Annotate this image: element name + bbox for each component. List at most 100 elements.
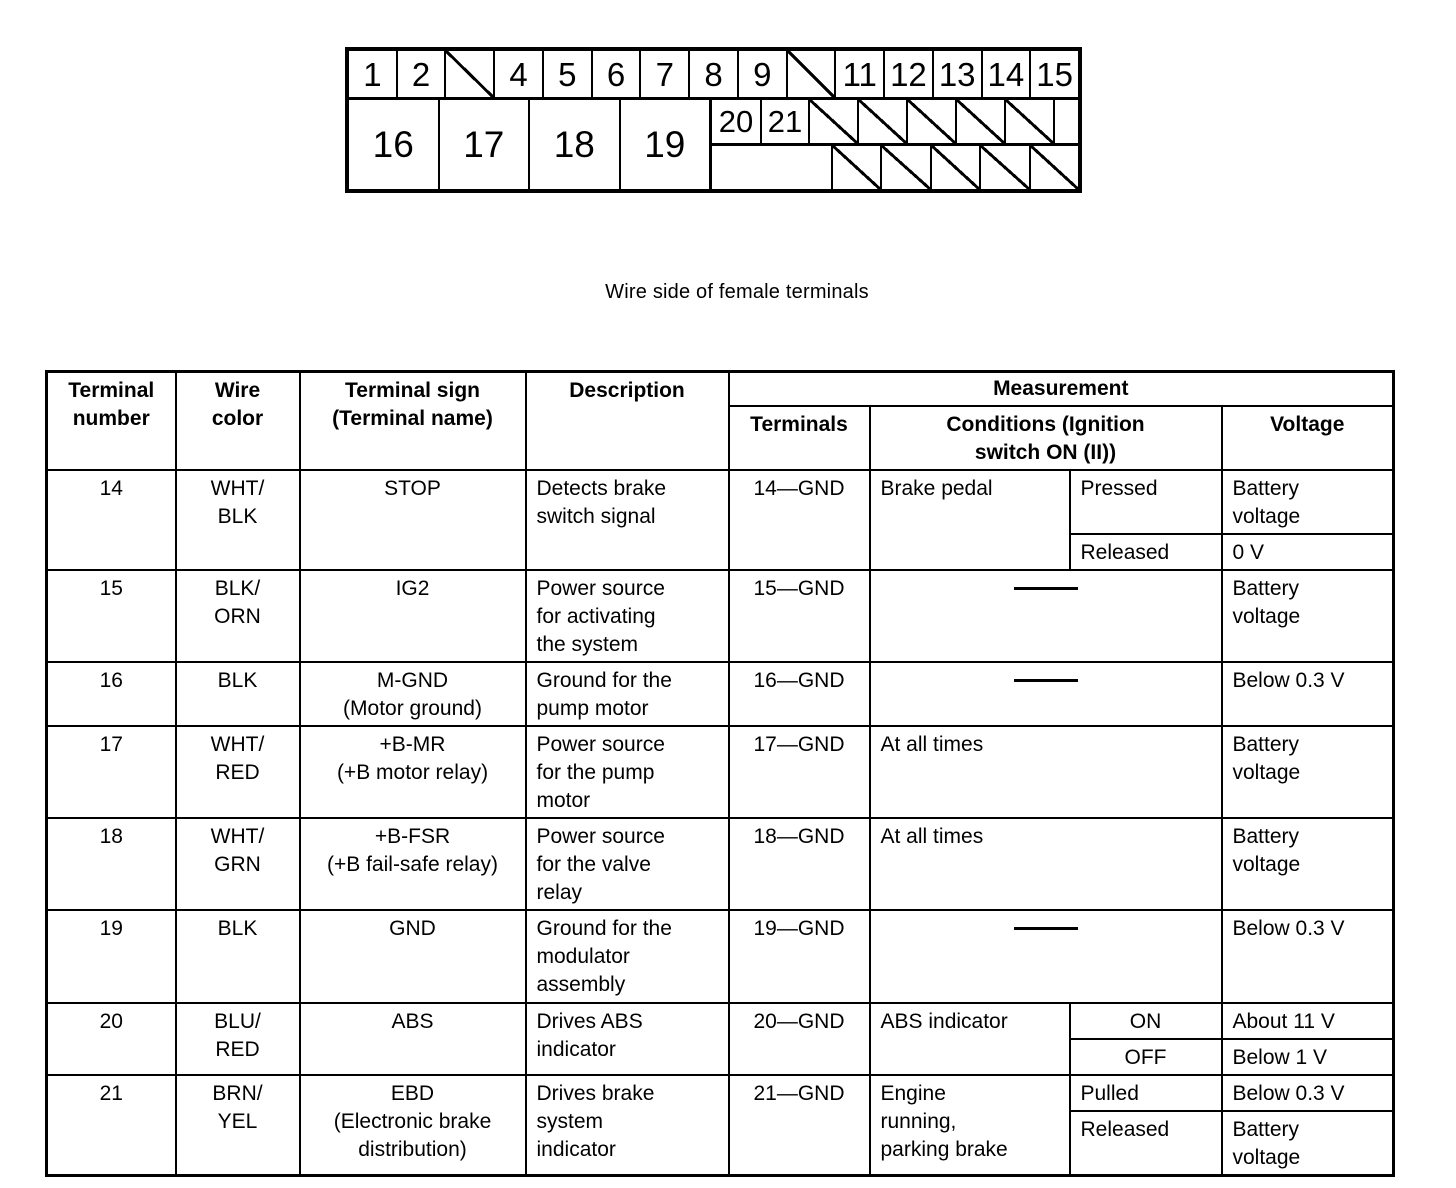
- hatched-cell: [1030, 146, 1078, 189]
- voltage-cell: 0 V: [1220, 532, 1395, 571]
- hatched-cell: [957, 100, 1007, 143]
- wire-color-cell: BLK: [174, 660, 301, 727]
- description-cell: Power source for activating the system: [524, 568, 730, 663]
- header-terminal-number: Terminal number: [45, 370, 177, 471]
- sub-condition-cell: Pressed: [1068, 468, 1223, 535]
- header-voltage: Voltage: [1220, 404, 1395, 471]
- pin-cell-17: 17: [440, 100, 531, 189]
- sub-condition-cell: ON: [1068, 1001, 1223, 1040]
- terminal-sign-cell: STOP: [298, 468, 527, 571]
- voltage-cell: Below 0.3 V: [1220, 908, 1395, 1004]
- hatched-cell: [981, 146, 1031, 189]
- hatched-cell: [787, 51, 837, 97]
- terminal-number-cell: 15: [45, 568, 177, 663]
- wire-color-cell: BLK/ ORN: [174, 568, 301, 663]
- connector-diagram: 1 2 4 5 6 7 8 9 11 12 13 14 15 16 17 18 …: [345, 47, 1082, 193]
- table-row-19: 19 BLK GND Ground for the modulator asse…: [45, 908, 1395, 1004]
- header-terminal-sign: Terminal sign (Terminal name): [298, 370, 527, 471]
- description-cell: Drives brake system indicator: [524, 1073, 730, 1176]
- terminals-cell: 14—GND: [727, 468, 871, 571]
- terminal-number-cell: 16: [45, 660, 177, 727]
- pin-cell-5: 5: [544, 51, 593, 97]
- hatched-cell: [1006, 100, 1056, 143]
- pin-cell-14: 14: [983, 51, 1032, 97]
- terminal-sign-cell: +B-MR (+B motor relay): [298, 724, 527, 819]
- header-wire-color: Wire color: [174, 370, 301, 471]
- terminal-number-cell: 19: [45, 908, 177, 1004]
- table-row-14: 14 WHT/ BLK STOP Detects brake switch si…: [45, 468, 1395, 571]
- terminal-number-cell: 21: [45, 1073, 177, 1176]
- pin-cell-21: 21: [762, 100, 811, 143]
- pin-cell-11: 11: [836, 51, 886, 97]
- pin-cell-16: 16: [349, 100, 440, 189]
- hatched-cell: [810, 100, 860, 143]
- condition-dash-cell: [868, 660, 1223, 727]
- voltage-cell: Battery voltage: [1220, 724, 1395, 819]
- sub-condition-cell: Released: [1068, 1109, 1223, 1176]
- table-row-18: 18 WHT/ GRN +B-FSR (+B fail-safe relay) …: [45, 816, 1395, 911]
- table-row-20: 20 BLU/ RED ABS Drives ABS indicator 20—…: [45, 1001, 1395, 1076]
- voltage-cell: Below 1 V: [1220, 1037, 1395, 1076]
- description-cell: Ground for the pump motor: [524, 660, 730, 727]
- description-cell: Power source for the valve relay: [524, 816, 730, 911]
- condition-cell: ABS indicator: [868, 1001, 1071, 1076]
- pin-cell-1: 1: [349, 51, 398, 97]
- sub-condition-cell: OFF: [1068, 1037, 1223, 1076]
- pin-cell-4: 4: [495, 51, 544, 97]
- wire-color-cell: BRN/ YEL: [174, 1073, 301, 1176]
- voltage-cell: Battery voltage: [1220, 1109, 1395, 1176]
- wire-color-cell: BLU/ RED: [174, 1001, 301, 1076]
- pin-cell-20: 20: [712, 100, 762, 143]
- wire-color-cell: WHT/ RED: [174, 724, 301, 819]
- header-description: Description: [524, 370, 730, 471]
- terminal-number-cell: 18: [45, 816, 177, 911]
- connector-bottom-rows: 16 17 18 19 20 21: [349, 100, 1078, 189]
- table-row-21b: Released Battery voltage: [47, 1109, 1395, 1176]
- description-cell: Drives ABS indicator: [524, 1001, 730, 1076]
- pin-cell-15: 15: [1036, 55, 1073, 93]
- hatched-cell: [908, 100, 958, 143]
- terminals-cell: 19—GND: [727, 908, 871, 1004]
- hatched-cell: [859, 100, 909, 143]
- voltage-cell: Below 0.3 V: [1220, 660, 1395, 727]
- terminals-cell: 15—GND: [727, 568, 871, 663]
- terminal-sign-cell: M-GND (Motor ground): [298, 660, 527, 727]
- dash: [1013, 586, 1078, 590]
- voltage-cell: Below 0.3 V: [1220, 1073, 1395, 1112]
- table-row-16: 16 BLK M-GND (Motor ground) Ground for t…: [45, 660, 1395, 727]
- sub-condition-cell: Pulled: [1068, 1073, 1223, 1112]
- terminals-cell: 18—GND: [727, 816, 871, 911]
- pin-cell-12: 12: [885, 51, 934, 97]
- description-cell: Ground for the modulator assembly: [524, 908, 730, 1004]
- terminals-cell: 17—GND: [727, 724, 871, 819]
- terminal-table: Terminal number Wire color Terminal sign…: [45, 370, 1396, 1177]
- hatched-cell: [446, 51, 496, 97]
- pin-cell-6: 6: [593, 51, 642, 97]
- terminal-number-cell: 14: [45, 468, 177, 571]
- voltage-cell: Battery voltage: [1220, 468, 1395, 535]
- voltage-cell: Battery voltage: [1220, 568, 1395, 663]
- condition-dash-cell: [868, 908, 1223, 1004]
- terminal-number-cell: 17: [45, 724, 177, 819]
- terminals-cell: 16—GND: [727, 660, 871, 727]
- description-cell: Detects brake switch signal: [524, 468, 730, 571]
- terminals-cell: 21—GND: [727, 1073, 871, 1176]
- dash: [1013, 678, 1078, 682]
- hatched-cell: [882, 146, 932, 189]
- connector-sub-row-top: 20 21: [712, 100, 1078, 146]
- header-conditions: Conditions (Ignition switch ON (II)): [868, 404, 1223, 471]
- terminal-sign-cell: IG2: [298, 568, 527, 663]
- blank-cell: [712, 146, 834, 189]
- wire-color-cell: WHT/ BLK: [174, 468, 301, 571]
- condition-cell: At all times: [868, 816, 1223, 911]
- header-measurement: Measurement: [727, 370, 1395, 407]
- table-row-17: 17 WHT/ RED +B-MR (+B motor relay) Power…: [45, 724, 1395, 819]
- dash: [1013, 926, 1078, 930]
- pin-cell-7: 7: [641, 51, 691, 97]
- blank-cell: [1055, 100, 1078, 143]
- hatched-cell: [931, 146, 982, 189]
- pin-cell-19: 19: [644, 124, 686, 165]
- connector-big-cells: 16 17 18 19: [349, 100, 713, 189]
- pin-cell-13: 13: [934, 51, 983, 97]
